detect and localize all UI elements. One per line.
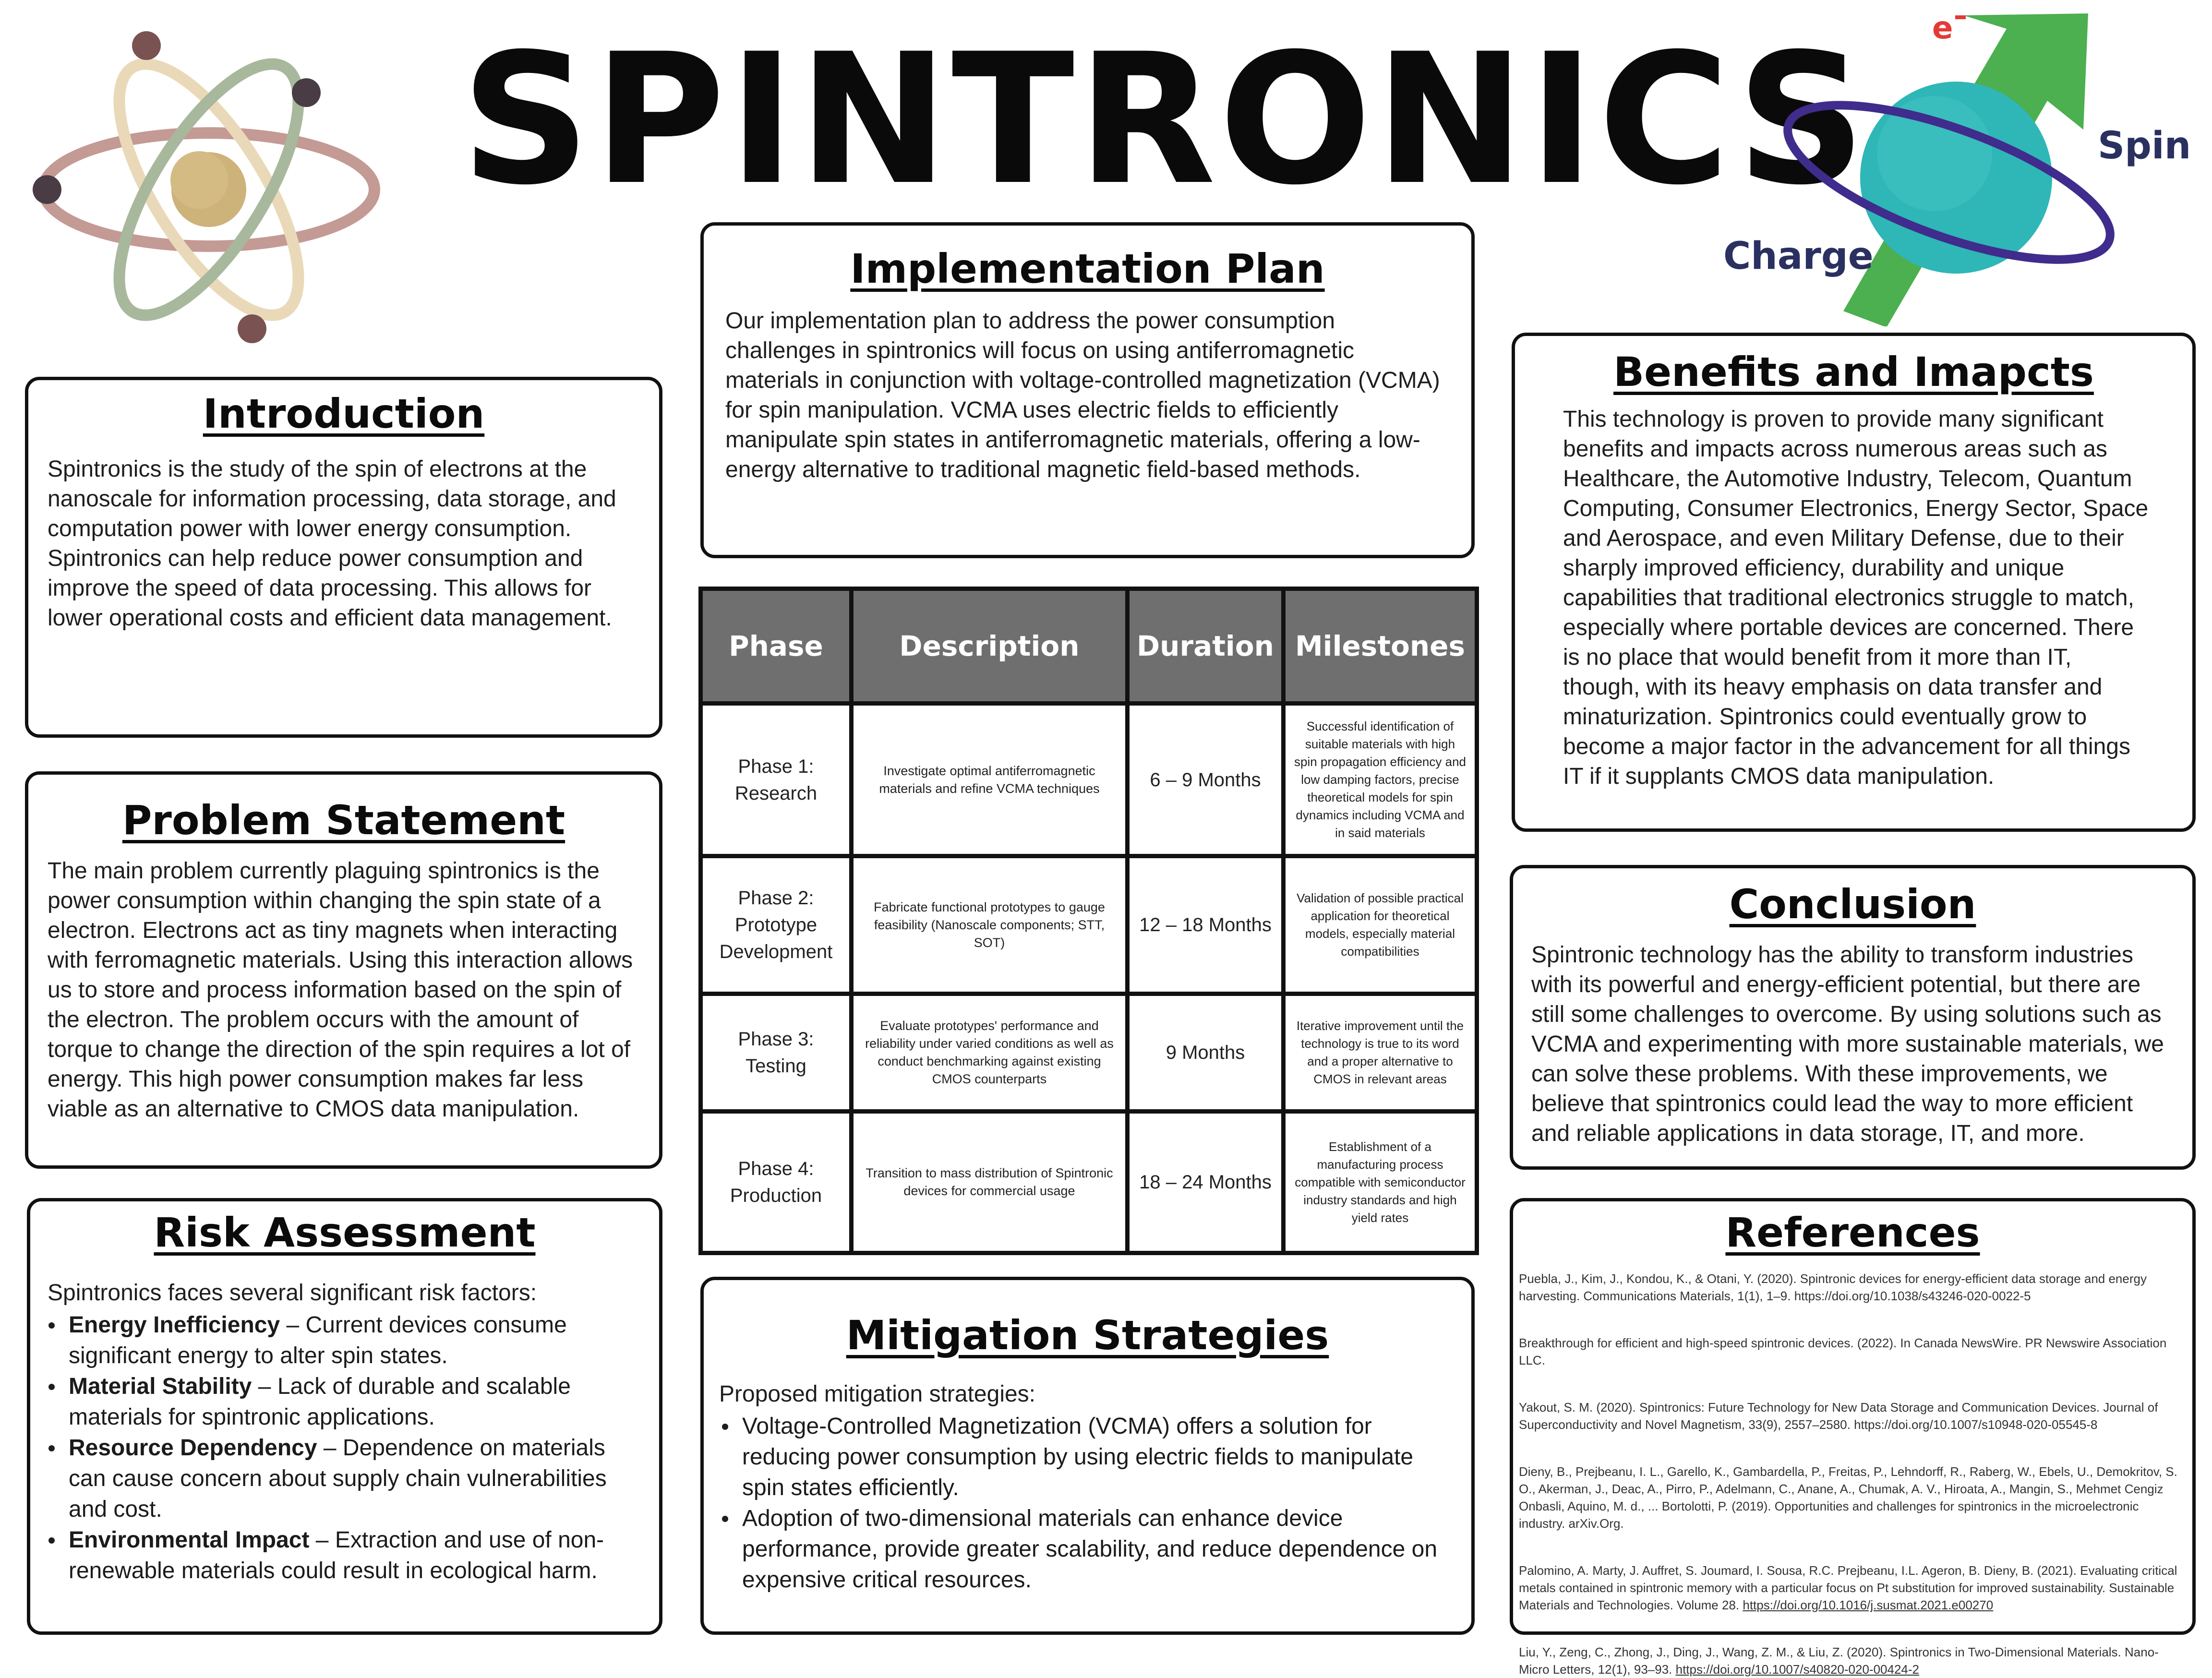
atom-icon <box>33 31 380 343</box>
charge-label: Charge <box>1723 235 1874 278</box>
mitigation-intro: Proposed mitigation strategies: <box>719 1381 1036 1407</box>
references-heading: References <box>1725 1209 1980 1256</box>
reference-item: Puebla, J., Kim, J., Kondou, K., & Otani… <box>1519 1271 2147 1303</box>
problem-heading: Problem Statement <box>122 797 565 844</box>
description-cell: Evaluate prototypes' performance and rel… <box>849 992 1130 1114</box>
header-description: Description <box>849 587 1130 706</box>
reference-item: Breakthrough for efficient and high-spee… <box>1519 1336 2167 1367</box>
reference-item: Liu, Y., Zeng, C., Zhong, J., Ding, J., … <box>1519 1645 2159 1677</box>
benefits-text: This technology is proven to provide man… <box>1563 407 2149 789</box>
description-cell: Transition to mass distribution of Spint… <box>849 1109 1130 1255</box>
reference-link[interactable]: https://doi.org/10.1007/s40820-020-00424… <box>1675 1662 1919 1677</box>
phase-cell: Phase 2: Prototype Development <box>698 854 854 996</box>
risk-item: Environmental Impact – Extraction and us… <box>48 1525 640 1586</box>
reference-item: Yakout, S. M. (2020). Spintronics: Futur… <box>1519 1400 2158 1432</box>
mitigation-item: Voltage-Controlled Magnetization (VCMA) … <box>722 1411 1443 1503</box>
duration-cell: 12 – 18 Months <box>1125 854 1286 996</box>
risk-item: Resource Dependency – Dependence on mate… <box>48 1433 640 1525</box>
risk-intro: Spintronics faces several significant ri… <box>48 1280 537 1306</box>
references-list: Puebla, J., Kim, J., Kondou, K., & Otani… <box>1519 1270 2179 1678</box>
table-row: Phase 2: Prototype Development Fabricate… <box>698 854 1479 996</box>
phase-cell: Phase 3: Testing <box>698 992 854 1114</box>
header-duration: Duration <box>1125 587 1286 706</box>
problem-box: Problem Statement The main problem curre… <box>25 771 662 1169</box>
duration-cell: 6 – 9 Months <box>1125 701 1286 858</box>
problem-text: The main problem currently plaguing spin… <box>48 858 633 1122</box>
benefits-heading: Benefits and Imapcts <box>1613 348 2094 396</box>
milestones-cell: Validation of possible practical applica… <box>1281 854 1479 996</box>
risk-list: Energy Inefficiency – Current devices co… <box>30 1310 640 1586</box>
reference-item: Palomino, A. Marty, J. Auffret, S. Jouma… <box>1519 1563 2177 1612</box>
implementation-text: Our implementation plan to address the p… <box>725 308 1440 482</box>
spin-sphere-icon: e Spin Charge <box>1723 11 2191 326</box>
table-header-row: Phase Description Duration Milestones <box>698 587 1479 706</box>
milestones-cell: Successful identification of suitable ma… <box>1281 701 1479 858</box>
references-box: References Puebla, J., Kim, J., Kondou, … <box>1510 1198 2196 1677</box>
phase-cell: Phase 1: Research <box>698 701 854 858</box>
header-phase: Phase <box>698 587 854 706</box>
description-cell: Fabricate functional prototypes to gauge… <box>849 854 1130 996</box>
milestones-cell: Iterative improvement until the technolo… <box>1281 992 1479 1114</box>
implementation-box: Implementation Plan Our implementation p… <box>700 222 1475 558</box>
spin-label: Spin <box>2098 124 2191 168</box>
mitigation-box: Mitigation Strategies Proposed mitigatio… <box>700 1277 1475 1635</box>
poster-title: SPINTRONICS <box>461 15 1869 225</box>
introduction-box: Introduction Spintronics is the study of… <box>25 377 662 738</box>
risk-item: Material Stability – Lack of durable and… <box>48 1371 640 1433</box>
mitigation-list: Voltage-Controlled Magnetization (VCMA) … <box>704 1411 1443 1595</box>
mitigation-heading: Mitigation Strategies <box>846 1312 1329 1359</box>
mitigation-item: Adoption of two-dimensional materials ca… <box>722 1503 1443 1595</box>
milestones-cell: Establishment of a manufacturing process… <box>1281 1109 1479 1255</box>
risk-item: Energy Inefficiency – Current devices co… <box>48 1310 640 1371</box>
phase-table: Phase Description Duration Milestones Ph… <box>698 587 1479 1255</box>
implementation-heading: Implementation Plan <box>850 245 1325 292</box>
conclusion-box: Conclusion Spintronic technology has the… <box>1510 865 2196 1170</box>
table-row: Phase 1: Research Investigate optimal an… <box>698 701 1479 858</box>
description-cell: Investigate optimal antiferromagnetic ma… <box>849 701 1130 858</box>
benefits-box: Benefits and Imapcts This technology is … <box>1512 333 2196 832</box>
conclusion-text: Spintronic technology has the ability to… <box>1531 942 2164 1146</box>
reference-link[interactable]: https://doi.org/10.1016/j.susmat.2021.e0… <box>1743 1598 1994 1612</box>
risk-heading: Risk Assessment <box>154 1209 536 1256</box>
introduction-text: Spintronics is the study of the spin of … <box>48 456 616 631</box>
duration-cell: 18 – 24 Months <box>1125 1109 1286 1255</box>
introduction-heading: Introduction <box>203 390 485 437</box>
duration-cell: 9 Months <box>1125 992 1286 1114</box>
table-row: Phase 3: Testing Evaluate prototypes' pe… <box>698 992 1479 1114</box>
conclusion-heading: Conclusion <box>1729 881 1976 928</box>
reference-item: Dieny, B., Prejbeanu, I. L., Garello, K.… <box>1519 1464 2177 1531</box>
risk-box: Risk Assessment Spintronics faces severa… <box>27 1198 662 1635</box>
electron-label: e <box>1932 11 1953 46</box>
phase-cell: Phase 4: Production <box>698 1109 854 1255</box>
table-row: Phase 4: Production Transition to mass d… <box>698 1109 1479 1255</box>
header-milestones: Milestones <box>1281 587 1479 706</box>
